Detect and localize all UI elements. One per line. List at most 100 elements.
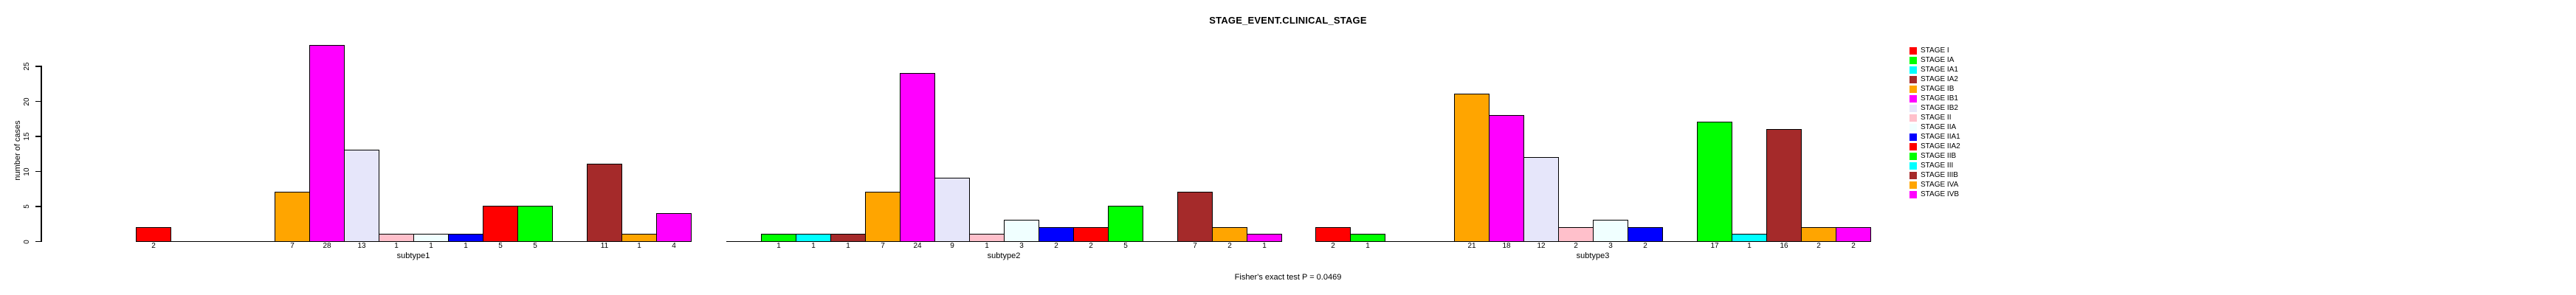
legend-entry: STAGE I [1909,46,1960,55]
bar [900,72,935,242]
y-axis-tick [35,66,41,67]
legend-swatch [1909,46,1917,55]
y-tick-label: 0 [23,239,31,244]
bar [1315,226,1351,242]
bar [1489,114,1524,242]
bar [1732,234,1767,242]
bar-value-label: 2 [1331,242,1335,250]
bar-value-label: 12 [1537,242,1546,250]
legend-label: STAGE IB2 [1921,104,1958,112]
bar-value-label: 2 [1574,242,1578,250]
legend-swatch [1909,85,1917,93]
legend-label: STAGE IIIB [1921,171,1958,179]
bar [448,234,483,242]
bar [1628,226,1663,242]
x-axis-label: subtype2 [987,251,1021,260]
bar [865,192,900,242]
legend-entry: STAGE IVA [1909,180,1960,190]
bar-value-label: 2 [1816,242,1821,250]
bar-value-label: 3 [1019,242,1024,250]
y-axis-tick [35,136,41,137]
legend-swatch [1909,94,1917,103]
bar [1558,226,1594,242]
legend-label: STAGE IA2 [1921,75,1958,83]
legend-entry: STAGE III [1909,161,1960,170]
bar-value-label: 1 [811,242,816,250]
bar [517,206,553,242]
bar-value-label: 5 [498,242,503,250]
bar [1697,122,1732,242]
bar [621,234,657,242]
bar-value-label: 1 [846,242,850,250]
bar-value-label: 24 [913,242,922,250]
legend-label: STAGE III [1921,162,1954,170]
bar-value-label: 2 [1851,242,1856,250]
bar-value-label: 11 [600,242,609,250]
legend-entry: STAGE IB [1909,84,1960,94]
bar-value-label: 1 [464,242,468,250]
legend-swatch [1909,133,1917,141]
legend-label: STAGE IVB [1921,190,1960,198]
legend-label: STAGE IA [1921,56,1955,64]
legend-swatch [1909,114,1917,122]
fisher-test-annotation: Fisher's exact test P = 0.0469 [1234,273,1342,282]
legend-swatch [1909,66,1917,74]
legend-entry: STAGE IVB [1909,190,1960,199]
legend-entry: STAGE IIB [1909,151,1960,161]
legend-entry: STAGE IIA2 [1909,142,1960,151]
bar [934,178,970,242]
bar [1801,226,1836,242]
bar-value-label: 1 [985,242,989,250]
legend-entry: STAGE IIA [1909,122,1960,132]
bar-value-label: 4 [672,242,676,250]
legend-label: STAGE IIA [1921,123,1957,131]
legend-entry: STAGE II [1909,113,1960,122]
bar-value-label: 7 [881,242,885,250]
bar-value-label: 21 [1467,242,1476,250]
bar-value-label: 2 [151,242,156,250]
bar [275,192,310,242]
legend-swatch [1909,171,1917,179]
bar-value-label: 16 [1780,242,1788,250]
legend-entry: STAGE IIIB [1909,170,1960,180]
legend-swatch [1909,152,1917,160]
bar [587,164,622,242]
bar-value-label: 1 [776,242,781,250]
bar [1593,220,1628,242]
bar [1247,234,1282,242]
legend-label: STAGE IIA2 [1921,142,1960,150]
bar [830,234,866,242]
legend-label: STAGE IIB [1921,152,1957,160]
bar-value-label: 2 [1054,242,1058,250]
bar [1039,226,1074,242]
legend-label: STAGE I [1921,46,1949,55]
chart-title: STAGE_EVENT.CLINICAL_STAGE [1209,15,1367,26]
y-axis-tick [35,240,41,243]
bar [1836,226,1871,242]
bar [969,234,1005,242]
bar [1177,192,1213,242]
legend-label: STAGE IIA1 [1921,133,1960,141]
bar-value-label: 7 [1193,242,1197,250]
x-axis-label: subtype1 [396,251,430,260]
bar-value-label: 1 [1262,242,1267,250]
legend-entry: STAGE IA2 [1909,74,1960,84]
bar [656,212,692,242]
bar-value-label: 1 [1747,242,1752,250]
bar [1212,226,1247,242]
legend-entry: STAGE IIA1 [1909,132,1960,142]
bar [1350,234,1385,242]
x-axis-label: subtype3 [1576,251,1610,260]
legend-entry: STAGE IA1 [1909,65,1960,74]
bar-value-label: 3 [1608,242,1613,250]
legend-label: STAGE IA1 [1921,66,1958,74]
legend: STAGE I STAGE IA STAGE IA1 STAGE IA2 STAGE I… [1909,46,1960,199]
bar-value-label: 1 [637,242,641,250]
bar [761,234,796,242]
bar [1454,94,1490,242]
bar [344,150,379,242]
legend-label: STAGE IB [1921,85,1955,93]
y-axis-title: number of cases [13,120,22,181]
bar-value-label: 1 [394,242,399,250]
bar-value-label: 5 [533,242,537,250]
